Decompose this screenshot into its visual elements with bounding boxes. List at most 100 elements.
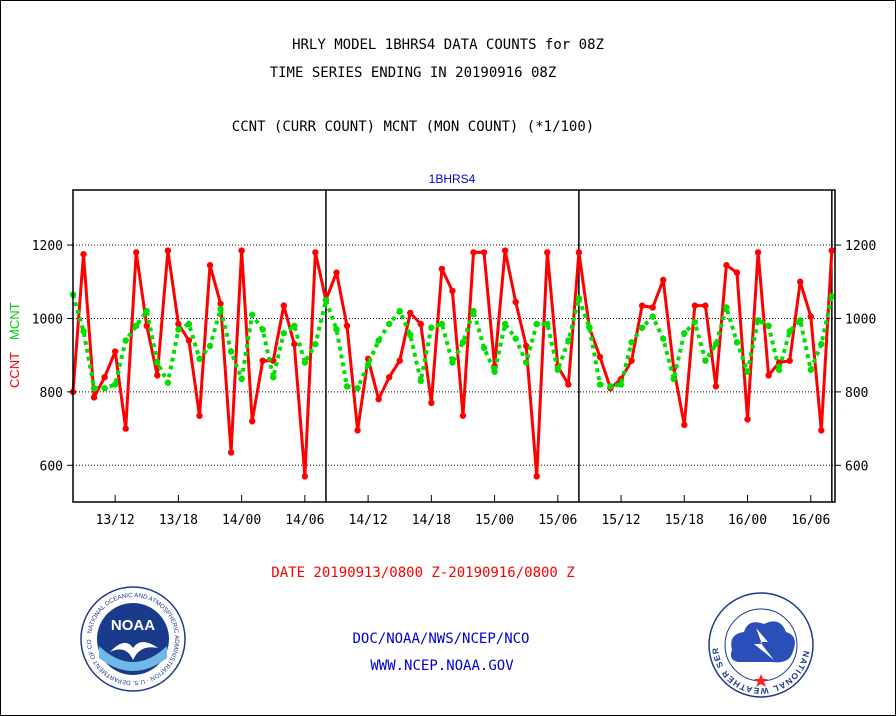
point-mcnt: [754, 317, 762, 324]
point-mcnt: [428, 324, 435, 331]
point-mcnt: [206, 342, 214, 350]
point-ccnt: [428, 399, 435, 407]
noaa-logo-text: NOAA: [111, 617, 155, 634]
point-ccnt: [385, 374, 393, 381]
point-mcnt: [807, 366, 814, 374]
point-ccnt: [206, 262, 214, 269]
point-ccnt: [744, 416, 751, 423]
point-mcnt: [407, 331, 414, 339]
point-ccnt: [702, 302, 709, 309]
point-ccnt: [301, 473, 309, 480]
org-credit: DOC/NOAA/NWS/NCEP/NCO: [352, 631, 530, 647]
point-mcnt: [491, 368, 498, 375]
chart-title-line-1: HRLY MODEL 1BHRS4 DATA COUNTS for 08Z: [292, 37, 604, 53]
point-mcnt: [217, 306, 224, 313]
point-ccnt: [786, 357, 793, 364]
point-mcnt: [786, 328, 793, 335]
point-ccnt: [122, 425, 129, 432]
point-ccnt: [660, 276, 667, 284]
date-range-label: DATE 20190913/0800 Z-20190916/0800 Z: [271, 565, 575, 581]
point-ccnt: [217, 300, 224, 307]
point-ccnt: [259, 357, 266, 364]
y-tick-label-left: 600: [40, 459, 63, 474]
point-mcnt: [575, 295, 583, 302]
y-axis-label-mcnt: MCNT: [7, 302, 22, 340]
point-ccnt: [438, 265, 446, 273]
series-mcnt: [69, 291, 836, 392]
point-ccnt: [480, 249, 488, 256]
point-ccnt: [291, 340, 298, 348]
point-mcnt: [533, 320, 540, 328]
point-ccnt: [164, 247, 172, 254]
point-ccnt: [354, 427, 361, 434]
point-ccnt: [797, 278, 804, 285]
x-tick-label: 15/06: [538, 513, 577, 528]
point-mcnt: [385, 320, 393, 328]
point-ccnt: [818, 427, 825, 434]
point-ccnt: [343, 322, 351, 330]
point-mcnt: [175, 326, 182, 333]
point-mcnt: [280, 329, 287, 337]
point-ccnt: [765, 372, 772, 379]
point-ccnt: [522, 342, 530, 350]
point-ccnt: [417, 320, 425, 328]
point-mcnt: [512, 335, 519, 342]
point-mcnt: [723, 304, 730, 311]
point-mcnt: [270, 374, 277, 381]
point-mcnt: [638, 324, 646, 331]
point-mcnt: [565, 337, 572, 344]
plot-area-frame: [72, 189, 836, 503]
point-mcnt: [480, 344, 488, 352]
point-ccnt: [723, 262, 730, 269]
point-mcnt: [312, 340, 319, 348]
point-ccnt: [312, 249, 319, 256]
point-ccnt: [501, 247, 509, 254]
point-ccnt: [185, 337, 193, 344]
series-ccnt: [69, 247, 836, 480]
x-tick-label: 16/00: [728, 513, 767, 528]
y-tick-label-left: 1200: [32, 239, 63, 254]
point-mcnt: [333, 326, 340, 333]
point-mcnt: [154, 359, 161, 366]
point-ccnt: [90, 394, 98, 401]
point-ccnt: [691, 302, 699, 309]
point-mcnt: [196, 355, 203, 363]
x-tick-label: 15/12: [601, 513, 640, 528]
chart-title-line-2: TIME SERIES ENDING IN 20190916 08Z: [269, 65, 557, 81]
point-mcnt: [291, 322, 298, 330]
point-mcnt: [554, 366, 562, 374]
x-tick-label: 16/06: [791, 513, 830, 528]
point-ccnt: [733, 269, 741, 276]
y-tick-label-right: 1000: [845, 312, 876, 327]
point-ccnt: [227, 449, 235, 456]
point-mcnt: [765, 322, 772, 330]
point-mcnt: [354, 385, 361, 392]
point-ccnt: [375, 396, 382, 403]
point-mcnt: [259, 326, 266, 333]
point-mcnt: [133, 322, 140, 330]
y-tick-label-left: 800: [40, 386, 63, 401]
point-mcnt: [670, 375, 677, 383]
point-ccnt: [712, 383, 720, 390]
point-mcnt: [628, 339, 635, 346]
point-mcnt: [375, 337, 382, 344]
point-ccnt: [754, 249, 762, 256]
point-ccnt: [280, 302, 287, 309]
series-layer: [69, 247, 836, 480]
point-mcnt: [501, 320, 509, 328]
point-mcnt: [459, 339, 467, 346]
point-ccnt: [470, 249, 477, 256]
point-mcnt: [712, 340, 720, 348]
point-mcnt: [702, 357, 709, 364]
point-ccnt: [333, 269, 340, 276]
point-mcnt: [343, 383, 351, 390]
point-mcnt: [775, 366, 783, 374]
point-ccnt: [596, 353, 604, 361]
y-tick-label-left: 1000: [32, 312, 63, 327]
point-ccnt: [681, 421, 688, 429]
url-credit: WWW.NCEP.NOAA.GOV: [370, 658, 514, 674]
point-mcnt: [101, 385, 108, 392]
point-mcnt: [248, 311, 256, 318]
plot-title: 1BHRS4: [429, 172, 476, 186]
point-mcnt: [744, 368, 751, 375]
